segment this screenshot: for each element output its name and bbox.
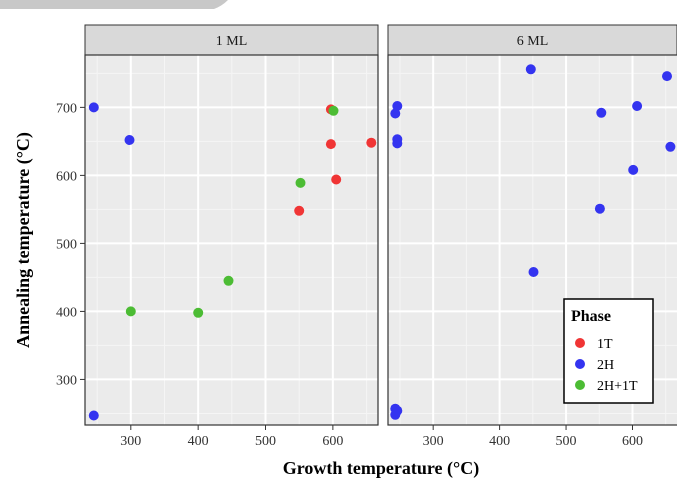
data-point-1t: [294, 205, 305, 216]
window-chrome-shape: [0, 0, 228, 9]
data-point-2h: [525, 64, 536, 75]
window-chrome-fragment: [0, 0, 228, 9]
y-axis-title: Annealing temperature (°C): [13, 132, 34, 348]
data-point-2h: [88, 102, 99, 113]
panel-border-6ml: [387, 54, 677, 426]
legend-swatch: [575, 359, 585, 369]
data-point-2h: [528, 267, 539, 277]
data-point-2h: [390, 409, 401, 420]
x-tick-label: 600: [322, 434, 343, 449]
x-tick-label: 300: [120, 434, 141, 449]
x-tick-label: 300: [423, 434, 444, 449]
points-6ml: [390, 64, 676, 420]
legend-title: Phase: [571, 308, 611, 325]
legend-label: 2H: [597, 358, 614, 373]
data-point-2h: [596, 107, 607, 118]
y-tick-label: 700: [56, 101, 77, 116]
data-point-2h-plus-1t: [193, 307, 204, 318]
legend-entries: 1T 2H 2H+1T: [575, 337, 638, 394]
data-point-1t: [366, 137, 377, 148]
data-point-2h: [392, 101, 403, 111]
panel-border-1ml: [84, 54, 379, 426]
legend-swatch: [575, 338, 585, 348]
data-point-2h: [594, 203, 605, 214]
x-tick-label: 500: [255, 434, 276, 449]
data-point-2h: [390, 108, 401, 119]
data-point-2h: [628, 164, 639, 175]
data-point-2h: [88, 410, 99, 421]
data-point-2h-plus-1t: [295, 177, 306, 188]
panel-1ml: 1 ML: [84, 24, 379, 426]
y-tick-label: 600: [56, 169, 77, 184]
y-tick-label: 300: [56, 373, 77, 388]
data-point-2h: [665, 141, 676, 152]
strip-label-1ml: 1 ML: [216, 34, 248, 49]
strip-1ml: [84, 24, 379, 56]
data-point-1t: [331, 174, 342, 185]
legend-swatch: [575, 380, 585, 390]
x-tick-label: 500: [556, 434, 577, 449]
gridlines-1ml: [85, 55, 378, 425]
strip-6ml: [387, 24, 677, 56]
data-point-2h: [662, 71, 672, 82]
x-axis-6ml: 300 400 500 600: [423, 425, 643, 449]
data-point-2h: [392, 138, 403, 149]
data-point-2h-plus-1t: [223, 275, 234, 286]
y-tick-label: 500: [56, 237, 77, 252]
data-point-2h: [632, 101, 643, 111]
legend-label: 2H+1T: [597, 379, 638, 394]
strip-label-6ml: 6 ML: [517, 34, 549, 49]
data-point-2h-plus-1t: [125, 306, 136, 317]
y-axis: 300 400 500 600 700: [56, 101, 85, 388]
legend-label: 1T: [597, 337, 613, 352]
points-1ml: [88, 102, 377, 421]
legend: Phase 1T 2H 2H+1T: [563, 298, 654, 404]
x-tick-label: 600: [622, 434, 643, 449]
y-tick-label: 400: [56, 305, 77, 320]
data-point-2h-plus-1t: [328, 105, 339, 116]
data-point-1t: [325, 139, 336, 150]
x-tick-label: 400: [188, 434, 209, 449]
gridlines-6ml: [388, 55, 677, 425]
x-axis-1ml: 300 400 500 600: [120, 425, 343, 449]
x-tick-label: 400: [489, 434, 510, 449]
x-axis-title: Growth temperature (°C): [283, 458, 479, 479]
data-point-2h: [124, 135, 135, 145]
